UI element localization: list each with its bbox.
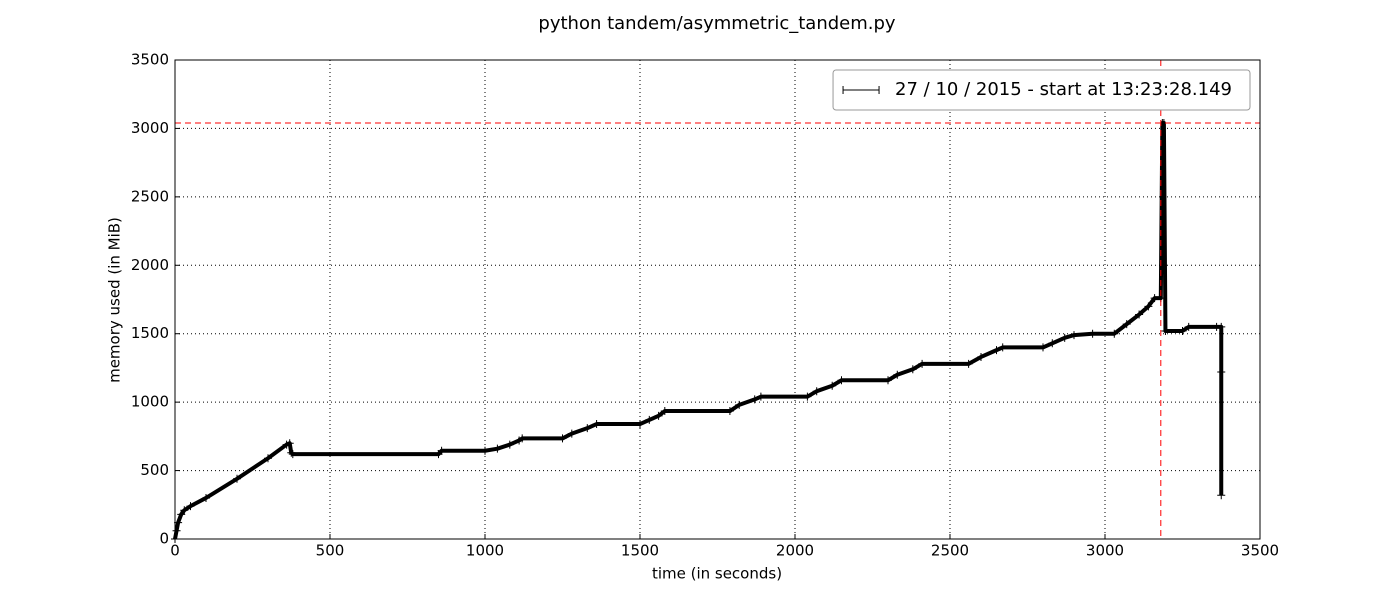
data-point (998, 343, 1007, 352)
data-point (636, 420, 644, 429)
y-tick-label: 1000 (131, 393, 169, 411)
data-point (884, 376, 892, 385)
data-point (493, 444, 502, 453)
data-point (264, 454, 272, 463)
data-line (173, 120, 1224, 540)
data-point (803, 392, 812, 401)
data-point (1217, 491, 1226, 500)
x-tick-label: 0 (170, 542, 180, 560)
data-point (172, 526, 181, 535)
y-tick-label: 500 (140, 461, 169, 479)
data-point (837, 376, 846, 385)
data-point (285, 439, 294, 448)
data-point (233, 474, 241, 483)
data-point (1217, 368, 1226, 377)
data-point (287, 448, 296, 457)
data-point (518, 434, 527, 443)
data-point (735, 400, 744, 409)
legend-swatch (842, 86, 880, 94)
data-point (288, 450, 297, 459)
data-point (1217, 322, 1226, 331)
x-axis-label: time (in seconds) (652, 565, 782, 583)
data-point (186, 502, 195, 511)
data-point (660, 407, 669, 416)
data-point (437, 446, 446, 455)
data-point (918, 359, 927, 368)
y-tick-label: 2000 (131, 256, 169, 274)
data-point (1070, 331, 1078, 340)
data-point (908, 365, 917, 374)
x-tick-label: 1500 (621, 542, 659, 560)
data-point (505, 440, 514, 449)
data-point (1060, 333, 1069, 342)
x-tick-label: 2500 (931, 542, 969, 560)
data-point (1135, 310, 1144, 319)
data-point (1144, 302, 1153, 311)
data-point (592, 420, 601, 429)
data-point (992, 346, 1001, 355)
data-point (893, 370, 902, 379)
data-point (645, 415, 654, 424)
y-tick-label: 3000 (131, 119, 169, 137)
data-point (1122, 320, 1131, 329)
data-point (1039, 343, 1047, 352)
x-tick-label: 500 (316, 542, 345, 560)
data-point (750, 395, 759, 404)
data-point (1048, 339, 1057, 348)
data-point (654, 411, 663, 420)
data-point (977, 352, 985, 361)
data-point (828, 381, 837, 390)
data-point (756, 392, 765, 401)
chart-title: python tandem/asymmetric_tandem.py (538, 13, 896, 34)
x-tick-label: 3000 (1086, 542, 1124, 560)
legend-box (832, 69, 1251, 111)
y-tick-label: 2500 (131, 187, 169, 205)
plot-frame (174, 59, 1261, 540)
data-point (177, 510, 186, 519)
y-tick-label: 0 (159, 530, 169, 548)
data-point (180, 506, 189, 515)
data-point (202, 493, 210, 502)
data-point (725, 407, 734, 416)
data-point (964, 359, 973, 368)
x-tick-label: 3500 (1241, 542, 1279, 560)
y-tick-label: 3500 (131, 51, 169, 69)
x-tick-label: 2000 (776, 542, 814, 560)
data-point (1178, 326, 1187, 335)
data-point (812, 387, 821, 396)
legend-label: 27 / 10 / 2015 - start at 13:23:28.149 (895, 79, 1232, 100)
y-tick-label: 1500 (131, 324, 169, 342)
y-axis-label: memory used (in MiB) (106, 217, 124, 383)
data-point (481, 446, 489, 455)
x-tick-label: 1000 (466, 542, 504, 560)
legend: 27 / 10 / 2015 - start at 13:23:28.149 (832, 69, 1251, 111)
data-point (1161, 326, 1170, 335)
data-point (567, 429, 576, 438)
data-point (1088, 329, 1097, 338)
data-point (583, 424, 592, 433)
data-point (558, 434, 567, 443)
data-point (1110, 329, 1119, 338)
data-point (1184, 322, 1193, 331)
